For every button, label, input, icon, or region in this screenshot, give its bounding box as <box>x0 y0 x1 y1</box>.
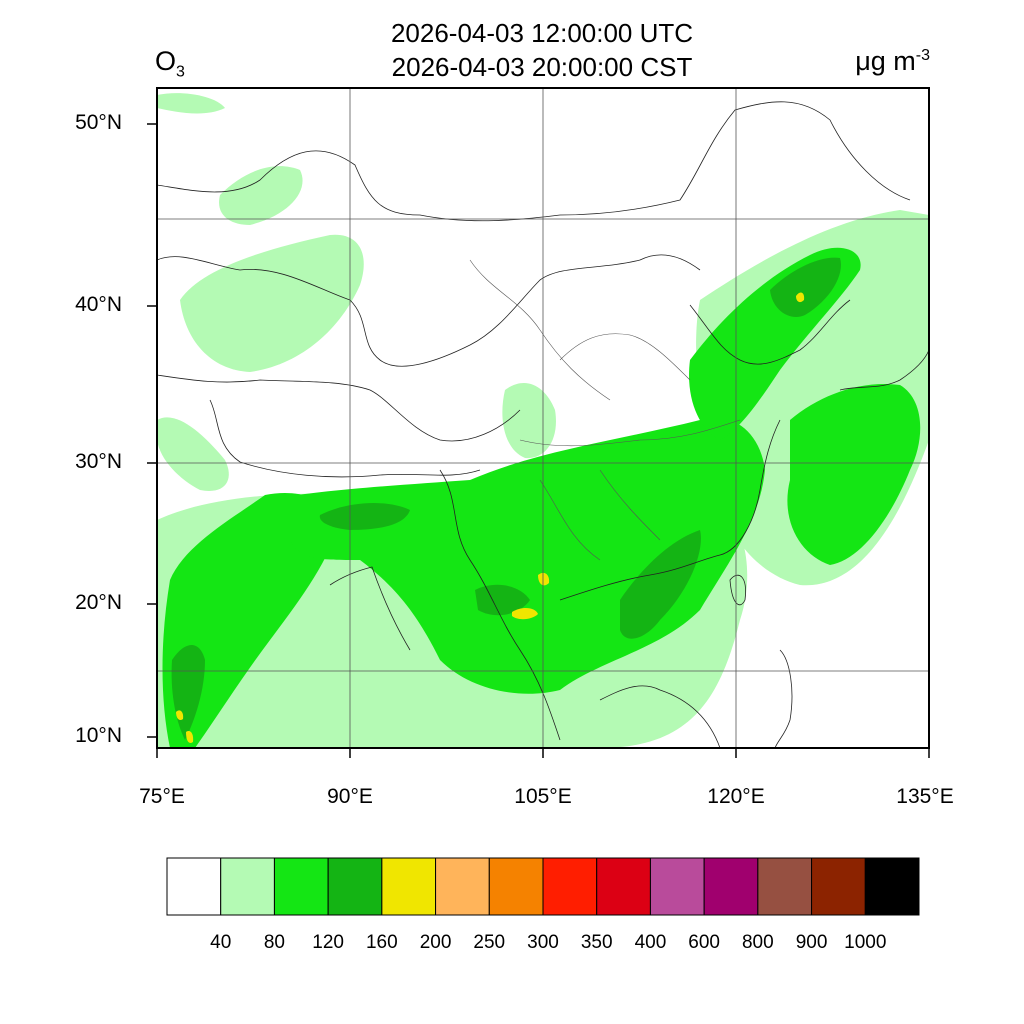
hotspot-yellow-1 <box>512 608 538 620</box>
hotspot-yellow-5 <box>186 731 194 743</box>
colorbar-tick-label: 40 <box>210 932 232 953</box>
units-label: μg m-3 <box>855 46 930 77</box>
field-light-green-westarm <box>157 417 229 491</box>
hotspot-yellow-3 <box>796 292 805 303</box>
colorbar-swatch <box>649 857 705 916</box>
field-dark-green-tibet-south <box>319 503 410 530</box>
concentration-field <box>157 93 929 748</box>
colorbar-swatch <box>542 857 598 916</box>
field-dark-green-vietnam <box>620 530 701 639</box>
colorbar-swatch <box>811 857 866 916</box>
hotspot-yellow-2 <box>538 572 550 586</box>
lon-label-75: 75°E <box>139 785 185 808</box>
title-utc: 2026-04-03 12:00:00 UTC <box>390 18 694 48</box>
country-boundaries <box>157 101 929 748</box>
colorbar-swatch <box>327 857 383 916</box>
colorbar-swatch <box>435 857 490 916</box>
lat-label-50: 50°N <box>75 111 122 134</box>
colorbar-tick-label: 250 <box>473 932 506 953</box>
colorbar-tick-label: 600 <box>688 932 720 953</box>
lat-label-40: 40°N <box>75 293 122 316</box>
colorbar-tick-label: 160 <box>365 932 398 953</box>
colorbar-tick-label: 350 <box>580 932 613 953</box>
colorbar-swatch <box>381 857 437 916</box>
colorbar-swatch <box>703 857 759 916</box>
colorbar-tick-label: 80 <box>263 932 285 953</box>
field-light-green-north-strip <box>219 166 303 225</box>
variable-subscript: 3 <box>176 63 185 81</box>
units-main: μg m <box>855 46 916 76</box>
field-light-green-central-plume <box>502 382 556 459</box>
axis-ticks <box>147 123 930 758</box>
field-green-japan-sea <box>787 384 921 565</box>
lat-label-30: 30°N <box>75 450 122 473</box>
lon-label-120: 120°E <box>707 785 765 808</box>
colorbar-swatch <box>757 857 813 916</box>
colorbar-tick-label: 200 <box>419 932 452 953</box>
province-boundaries <box>469 259 741 561</box>
field-light-green-northwest <box>180 234 364 372</box>
colorbar-tick-label: 1000 <box>844 932 887 953</box>
lon-label-135: 135°E <box>896 785 954 808</box>
field-dark-green-northeast <box>770 257 841 318</box>
colorbar-swatch <box>596 857 651 916</box>
colorbar-tick-label: 120 <box>312 932 344 953</box>
field-green-india <box>162 492 340 748</box>
colorbar-tick-label: 300 <box>527 932 559 953</box>
field-light-green-topleft <box>157 93 225 114</box>
variable-main: O <box>155 46 177 76</box>
lat-label-20: 20°N <box>75 591 122 614</box>
colorbar-tick-label: 400 <box>634 932 667 953</box>
colorbar-swatch <box>864 857 920 916</box>
colorbar-tick-label: 900 <box>795 932 828 953</box>
colorbar-swatch <box>220 857 275 916</box>
variable-label: O3 <box>155 46 185 81</box>
lon-label-105: 105°E <box>514 785 572 808</box>
colorbar-swatch <box>273 857 329 916</box>
hotspot-yellow-4 <box>176 710 184 721</box>
colorbar-swatch <box>166 857 222 916</box>
units-superscript: -3 <box>915 47 930 64</box>
colorbar-tick-label: 800 <box>741 932 774 953</box>
graticule <box>157 88 929 748</box>
title-local-time: 2026-04-03 20:00:00 CST <box>391 52 693 82</box>
colorbar-swatch <box>488 857 544 916</box>
colorbar <box>166 857 920 916</box>
lat-label-10: 10°N <box>75 724 122 747</box>
lon-label-90: 90°E <box>327 785 373 808</box>
